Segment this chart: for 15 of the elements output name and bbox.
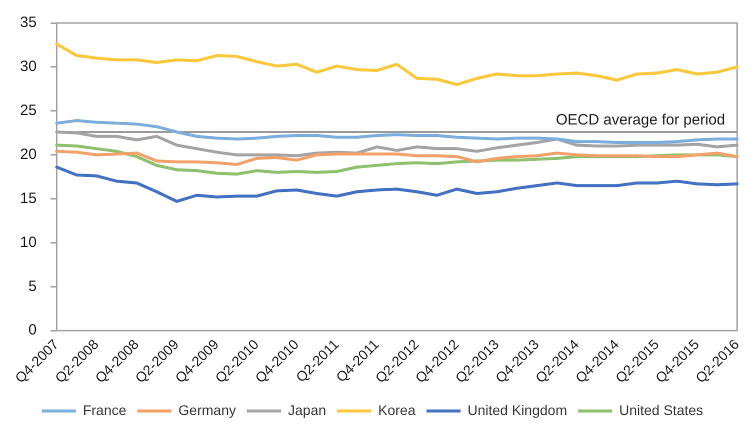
ref-line-label: OECD average for period: [556, 112, 726, 129]
y-tick-label: 35: [20, 14, 37, 32]
legend-label: Korea: [378, 402, 416, 418]
y-tick-label: 20: [20, 146, 37, 163]
legend-label: United Kingdom: [467, 402, 568, 418]
y-tick-label: 0: [28, 322, 37, 339]
legend-label: Japan: [288, 402, 326, 418]
y-tick-label: 30: [20, 58, 37, 76]
y-tick-label: 25: [20, 102, 37, 120]
legend-label: France: [82, 402, 127, 418]
y-tick-label: 10: [20, 234, 37, 251]
legend-label: Germany: [178, 402, 236, 418]
y-tick-label: 5: [28, 278, 37, 295]
legend-label: United States: [619, 402, 704, 418]
y-tick-label: 15: [20, 190, 37, 207]
